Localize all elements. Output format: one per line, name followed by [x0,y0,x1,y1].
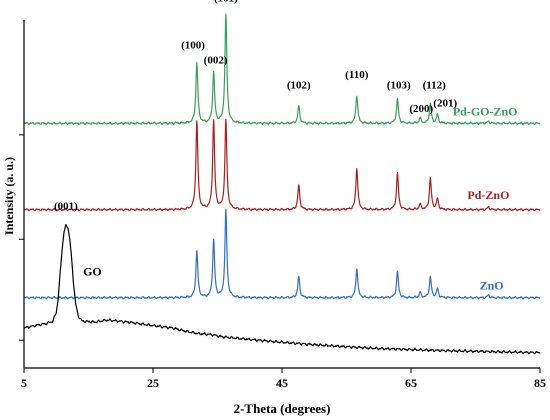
peak-label: (001) [54,201,78,213]
x-axis-title: 2-Theta (degrees) [234,401,331,416]
x-tick-label: 65 [405,376,417,390]
peak-label: (101) [214,0,238,5]
y-axis-title: Intensity (a. u.) [2,157,16,235]
series-line-pd-zno [23,118,541,212]
annotations-group: (001) (100) (002) (101) (102) (110) (103) (200)… [54,0,518,293]
peak-label: (103) [387,80,411,92]
peak-label: (102) [287,80,311,92]
peak-label: (201) [433,97,457,109]
series-label-go: GO [83,264,102,278]
axes-group [23,20,540,369]
ticks-group: 5 25 45 65 85 [19,134,546,390]
series-label-pd-zno: Pd-ZnO [467,188,509,202]
peak-label: (112) [423,80,447,92]
peak-label: (002) [204,55,228,67]
series-label-pd-go-zno: Pd-GO-ZnO [453,105,518,119]
peak-label: (200) [409,103,433,115]
series-label-zno: ZnO [480,279,504,293]
peak-label: (100) [181,40,205,52]
x-tick-label: 85 [534,376,546,390]
x-tick-label: 25 [147,376,159,390]
series-line-go [23,223,541,355]
series-line-pd-go-zno [23,13,541,126]
x-tick-label: 5 [21,376,27,390]
peak-label: (110) [345,69,369,81]
spectra-group [23,13,541,355]
series-line-zno [23,208,541,300]
x-tick-label: 45 [276,376,288,390]
